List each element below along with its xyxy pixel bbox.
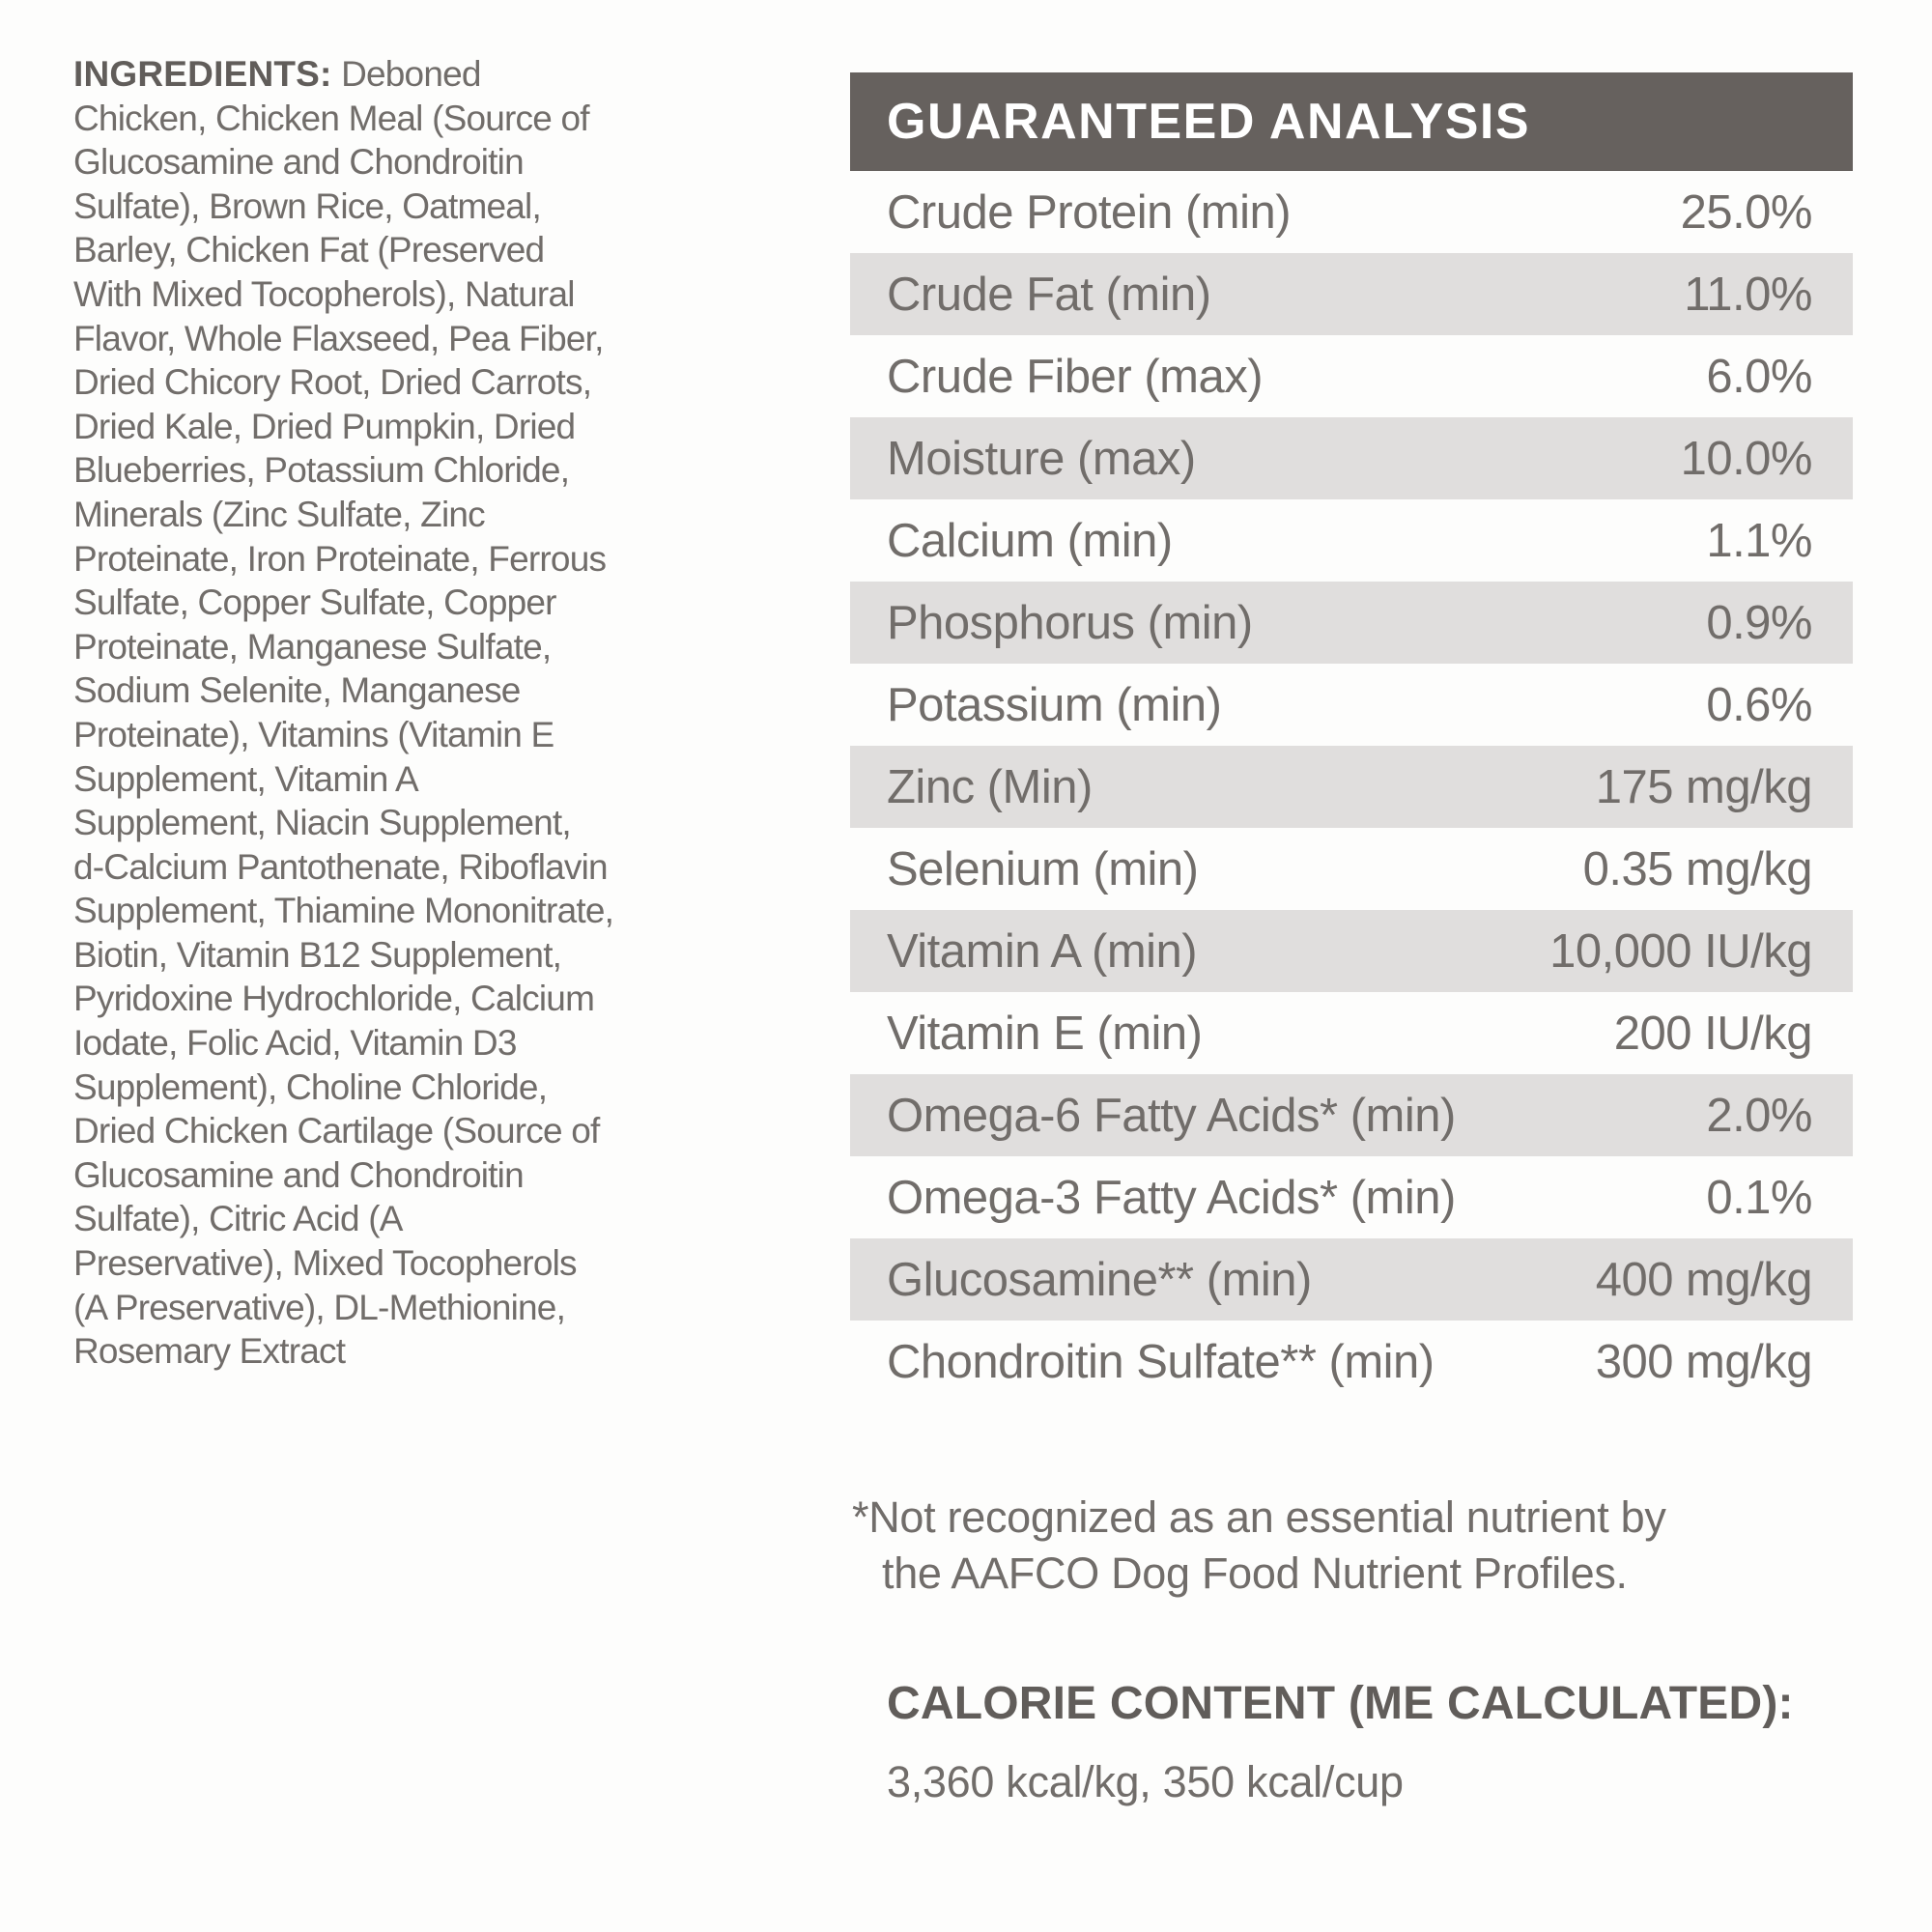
ingredients-lines: Chicken, Chicken Meal (Source of Glucosam… [73,97,837,1374]
analysis-row-label: Potassium (min) [887,678,1222,731]
ingredients-line: Dried Kale, Dried Pumpkin, Dried [73,406,576,446]
footnote-line-2: the AAFCO Dog Food Nutrient Profiles. [882,1548,1628,1598]
ingredients-line: Barley, Chicken Fat (Preserved [73,230,545,270]
calorie-content-heading: CALORIE CONTENT (ME CALCULATED): [887,1678,1794,1729]
analysis-row: Omega-6 Fatty Acids* (min) 2.0% [850,1074,1853,1156]
analysis-row-value: 0.1% [1706,1171,1812,1224]
analysis-row: Vitamin E (min) 200 IU/kg [850,992,1853,1074]
analysis-row-value: 10,000 IU/kg [1549,924,1812,978]
analysis-row-value: 400 mg/kg [1595,1253,1813,1306]
ingredients-line: Supplement, Thiamine Mononitrate, [73,891,614,931]
ingredients-line: Minerals (Zinc Sulfate, Zinc [73,494,486,534]
ingredients-line: Flavor, Whole Flaxseed, Pea Fiber, [73,318,604,358]
analysis-row: Glucosamine** (min) 400 mg/kg [850,1238,1853,1321]
calorie-content-value: 3,360 kcal/kg, 350 kcal/cup [887,1757,1404,1806]
aafco-footnote: *Not recognized as an essential nutrient… [850,1490,1853,1602]
analysis-row: Vitamin A (min) 10,000 IU/kg [850,910,1853,992]
ingredients-line: Rosemary Extract [73,1331,346,1372]
analysis-row-label: Crude Protein (min) [887,185,1292,239]
ingredients-line: Supplement, Vitamin A [73,758,419,799]
analysis-row-value: 300 mg/kg [1595,1335,1813,1388]
ingredients-line: Blueberries, Potassium Chloride, [73,450,570,491]
ingredients-line: Supplement, Niacin Supplement, [73,803,572,843]
analysis-row-value: 0.6% [1706,678,1812,731]
analysis-row-value: 10.0% [1680,432,1813,485]
analysis-row-label: Omega-3 Fatty Acids* (min) [887,1171,1456,1224]
analysis-row-label: Omega-6 Fatty Acids* (min) [887,1089,1456,1142]
guaranteed-analysis-title: GUARANTEED ANALYSIS [887,94,1531,150]
ingredients-line: Pyridoxine Hydrochloride, Calcium [73,979,595,1019]
ingredients-line: Sulfate, Copper Sulfate, Copper [73,582,556,623]
analysis-row-label: Zinc (Min) [887,760,1093,813]
ingredients-line: With Mixed Tocopherols), Natural [73,273,575,314]
guaranteed-analysis-table: Crude Protein (min) 25.0% Crude Fat (min) 1… [850,171,1853,1403]
ingredients-line: Biotin, Vitamin B12 Supplement, [73,934,562,975]
analysis-row: Phosphorus (min) 0.9% [850,582,1853,664]
analysis-row: Calcium (min) 1.1% [850,499,1853,582]
ingredients-line: Iodate, Folic Acid, Vitamin D3 [73,1023,517,1064]
ingredients-line: Proteinate, Manganese Sulfate, [73,626,552,667]
analysis-row-value: 6.0% [1706,350,1812,403]
guaranteed-analysis-section: GUARANTEED ANALYSIS Crude Protein (min) 2… [850,72,1853,1807]
analysis-row-label: Vitamin A (min) [887,924,1198,978]
analysis-row-value: 175 mg/kg [1595,760,1813,813]
guaranteed-analysis-header-bar: GUARANTEED ANALYSIS [850,72,1853,171]
ingredients-section: INGREDIENTS: Deboned Chicken, Chicken Me… [73,52,837,1374]
analysis-row: Crude Fat (min) 11.0% [850,253,1853,335]
ingredients-line: d-Calcium Pantothenate, Riboflavin [73,846,609,887]
footnote-line-1: *Not recognized as an essential nutrient… [852,1492,1666,1542]
ingredients-line: Preservative), Mixed Tocopherols [73,1243,578,1284]
analysis-row: Potassium (min) 0.6% [850,664,1853,746]
analysis-row-value: 2.0% [1706,1089,1812,1142]
ingredients-line: Chicken, Chicken Meal (Source of [73,98,590,138]
analysis-row-value: 1.1% [1706,514,1812,567]
ingredients-first-line: INGREDIENTS: Deboned [73,52,837,97]
analysis-row-value: 11.0% [1684,268,1812,321]
ingredients-line: Dried Chicken Cartilage (Source of [73,1111,600,1151]
analysis-row-value: 25.0% [1680,185,1813,239]
analysis-row: Zinc (Min) 175 mg/kg [850,746,1853,828]
ingredients-line: Sulfate), Brown Rice, Oatmeal, [73,185,542,226]
analysis-row-label: Calcium (min) [887,514,1173,567]
ingredients-line: Glucosamine and Chondroitin [73,1154,525,1195]
analysis-row: Selenium (min) 0.35 mg/kg [850,828,1853,910]
ingredients-line: Supplement), Choline Chloride, [73,1066,548,1107]
ingredients-line: Sulfate), Citric Acid (A [73,1199,403,1239]
analysis-row-label: Crude Fat (min) [887,268,1211,321]
analysis-row: Moisture (max) 10.0% [850,417,1853,499]
analysis-row-value: 0.35 mg/kg [1582,842,1813,895]
ingredients-line: Proteinate), Vitamins (Vitamin E [73,714,554,754]
analysis-row-label: Selenium (min) [887,842,1199,895]
ingredients-heading: INGREDIENTS: [73,54,332,94]
calorie-content-section: CALORIE CONTENT (ME CALCULATED): 3,360 k… [850,1677,1853,1807]
ingredients-line: Dried Chicory Root, Dried Carrots, [73,362,592,403]
analysis-row-label: Chondroitin Sulfate** (min) [887,1335,1435,1388]
ingredients-first-line-text: Deboned [331,54,481,94]
analysis-row-value: 200 IU/kg [1613,1007,1813,1060]
analysis-row-value: 0.9% [1706,596,1812,649]
analysis-row: Chondroitin Sulfate** (min) 300 mg/kg [850,1321,1853,1403]
analysis-row: Crude Protein (min) 25.0% [850,171,1853,253]
analysis-row-label: Moisture (max) [887,432,1196,485]
analysis-row-label: Phosphorus (min) [887,596,1253,649]
ingredients-line: (A Preservative), DL-Methionine, [73,1287,566,1327]
analysis-row-label: Glucosamine** (min) [887,1253,1312,1306]
ingredients-line: Glucosamine and Chondroitin [73,142,525,183]
analysis-row-label: Crude Fiber (max) [887,350,1264,403]
ingredients-line: Proteinate, Iron Proteinate, Ferrous [73,538,607,579]
analysis-row-label: Vitamin E (min) [887,1007,1203,1060]
ingredients-line: Sodium Selenite, Manganese [73,670,521,711]
analysis-row: Crude Fiber (max) 6.0% [850,335,1853,417]
analysis-row: Omega-3 Fatty Acids* (min) 0.1% [850,1156,1853,1238]
